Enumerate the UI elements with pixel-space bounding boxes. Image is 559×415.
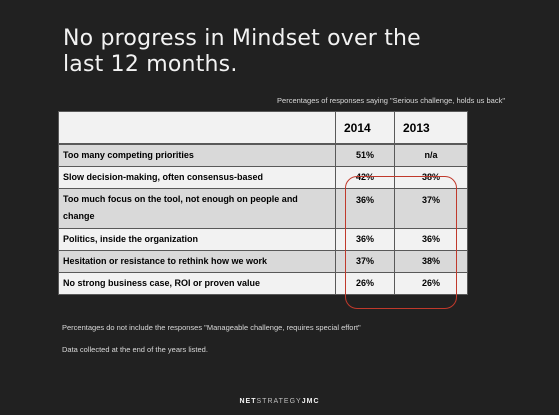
value-2014: 26% — [335, 271, 395, 295]
table-row: No strong business case, ROI or proven v… — [58, 271, 468, 295]
table-row: Politics, inside the organization 36% 36… — [58, 227, 468, 251]
value-2014: 36% — [335, 227, 395, 251]
value-2013: 26% — [394, 271, 468, 295]
table-row: Too much focus on the tool, not enough o… — [58, 187, 468, 229]
value-2014: 51% — [335, 143, 395, 167]
logo-part-jmc: JMC — [301, 398, 320, 405]
header-2013: 2013 — [394, 111, 468, 145]
slide-title: No progress in Mindset over the last 12 … — [63, 26, 523, 78]
header-2014: 2014 — [335, 111, 395, 145]
value-2014: 37% — [335, 249, 395, 273]
footnote-exclusion: Percentages do not include the responses… — [62, 323, 361, 332]
row-label: No strong business case, ROI or proven v… — [58, 271, 336, 295]
row-label: Hesitation or resistance to rethink how … — [58, 249, 336, 273]
value-2013: 37% — [394, 187, 468, 229]
row-label: Too many competing priorities — [58, 143, 336, 167]
table-row: Slow decision-making, often consensus-ba… — [58, 165, 468, 189]
table-row: Too many competing priorities 51% n/a — [58, 143, 468, 167]
logo-part-strategy: STRATEGY — [256, 398, 302, 405]
header-label-cell — [58, 111, 336, 145]
table-caption: Percentages of responses saying "Serious… — [277, 96, 505, 105]
row-label: Slow decision-making, often consensus-ba… — [58, 165, 336, 189]
title-line-1: No progress in Mindset over the — [63, 26, 421, 51]
value-2013: 38% — [394, 249, 468, 273]
row-label: Too much focus on the tool, not enough o… — [58, 187, 336, 229]
survey-table: 2014 2013 Too many competing priorities … — [58, 111, 468, 295]
logo-part-net: NET — [239, 398, 257, 405]
value-2013: n/a — [394, 143, 468, 167]
row-label: Politics, inside the organization — [58, 227, 336, 251]
brand-logo: NETSTRATEGYJMC — [0, 398, 559, 405]
title-line-2: last 12 months. — [63, 52, 238, 77]
footnote-data-collection: Data collected at the end of the years l… — [62, 345, 208, 354]
highlight-outline — [345, 176, 457, 309]
table-row: Hesitation or resistance to rethink how … — [58, 249, 468, 273]
table-header-row: 2014 2013 — [58, 111, 468, 145]
value-2013: 36% — [394, 227, 468, 251]
